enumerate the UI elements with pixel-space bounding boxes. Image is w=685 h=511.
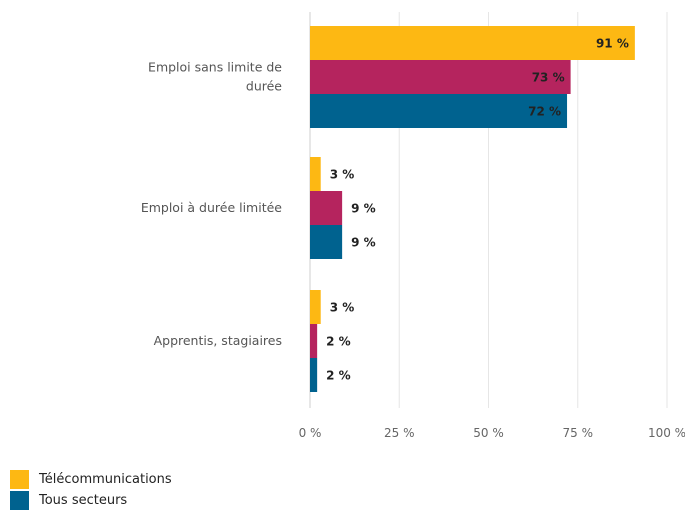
data-label: 9 % [351,236,376,250]
x-axis-ticks: 0 % 25 % 50 % 75 % 100 % [299,426,685,440]
category-label: Emploi sans limite de [148,60,282,75]
bar [310,157,321,191]
legend-swatch [10,470,29,489]
x-tick-label: 75 % [563,426,594,440]
bar [310,324,318,358]
bar [310,60,571,94]
category-label: Emploi à durée limitée [141,200,282,215]
data-label: 72 % [528,105,561,119]
bar [310,94,568,128]
data-label: 2 % [326,335,351,349]
legend-label: Télécommunications [39,472,172,487]
category-label: durée [246,79,282,94]
legend-swatch [10,491,29,510]
bar [310,26,635,60]
legend-item-telecommunications: Télécommunications [10,469,172,490]
bars: 91 % 73 % 72 % 3 % 9 % 9 % 3 % 2 % 2 % [310,26,635,392]
data-label: 3 % [330,301,355,315]
bar-chart: 91 % 73 % 72 % 3 % 9 % 9 % 3 % 2 % 2 % Emploi sa… [141,12,685,440]
bar [310,191,343,225]
legend-item-tous-secteurs: Tous secteurs [10,490,172,511]
x-tick-label: 0 % [299,426,322,440]
data-label: 3 % [330,168,355,182]
bar [310,225,343,259]
legend-label: Tous secteurs [39,493,128,508]
data-label: 9 % [351,202,376,216]
bar [310,358,318,392]
x-tick-label: 100 % [648,426,685,440]
category-label: Apprentis, stagiaires [154,333,282,348]
data-label: 2 % [326,369,351,383]
data-label: 73 % [532,71,565,85]
x-tick-label: 25 % [384,426,415,440]
data-label: 91 % [596,37,629,51]
category-labels: Emploi sans limite de durée Emploi à durée… [141,60,282,349]
legend: Télécommunications Tous secteurs [10,469,172,511]
bar [310,290,321,324]
x-tick-label: 50 % [473,426,504,440]
